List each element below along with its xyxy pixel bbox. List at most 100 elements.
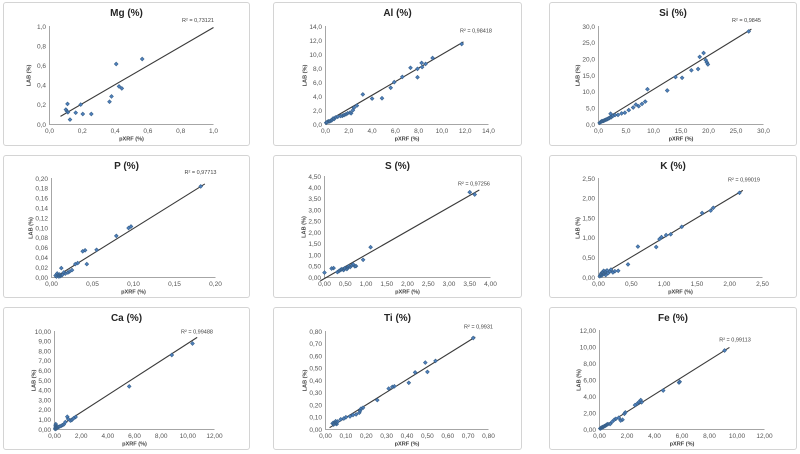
svg-text:1,00: 1,00 — [38, 417, 51, 424]
svg-text:0,4: 0,4 — [111, 128, 120, 135]
svg-text:R² = 0,97713: R² = 0,97713 — [185, 170, 217, 176]
svg-text:4,0: 4,0 — [313, 94, 322, 101]
svg-text:12,00: 12,00 — [206, 433, 223, 440]
svg-text:LAB (%): LAB (%) — [303, 64, 309, 86]
svg-text:8,00: 8,00 — [38, 348, 51, 355]
svg-text:Fe (%): Fe (%) — [658, 313, 688, 324]
svg-text:R² = 0,99488: R² = 0,99488 — [181, 329, 213, 335]
svg-text:K (%): K (%) — [660, 161, 686, 172]
svg-text:4,00: 4,00 — [648, 433, 661, 440]
svg-text:12,0: 12,0 — [309, 38, 322, 45]
svg-text:4,00: 4,00 — [38, 388, 51, 395]
svg-text:4,00: 4,00 — [308, 185, 321, 192]
svg-text:1,50: 1,50 — [582, 215, 595, 222]
svg-text:0,6: 0,6 — [143, 128, 152, 135]
svg-text:1,00: 1,00 — [308, 252, 321, 259]
svg-text:0,6: 0,6 — [37, 63, 46, 70]
svg-text:0,00: 0,00 — [582, 275, 595, 282]
svg-text:5,00: 5,00 — [38, 378, 51, 385]
svg-text:R² = 0,99113: R² = 0,99113 — [719, 337, 751, 343]
svg-text:pXRF (%): pXRF (%) — [395, 290, 420, 296]
svg-text:12,0: 12,0 — [459, 128, 472, 135]
svg-text:5,0: 5,0 — [621, 128, 630, 135]
svg-text:25,0: 25,0 — [730, 128, 743, 135]
svg-text:0,80: 0,80 — [309, 329, 322, 336]
svg-text:pXRF (%): pXRF (%) — [121, 290, 146, 296]
svg-text:R² = 0,98418: R² = 0,98418 — [460, 28, 492, 34]
svg-text:R² = 0,97256: R² = 0,97256 — [458, 182, 490, 188]
svg-text:0,20: 0,20 — [360, 433, 373, 440]
svg-text:R² = 0,99019: R² = 0,99019 — [728, 177, 760, 183]
svg-text:0,00: 0,00 — [38, 427, 51, 434]
svg-text:0,12: 0,12 — [35, 215, 48, 222]
svg-text:R² = 0,73121: R² = 0,73121 — [182, 18, 214, 24]
svg-text:15,0: 15,0 — [582, 73, 595, 80]
svg-text:10,00: 10,00 — [729, 433, 746, 440]
svg-text:1,50: 1,50 — [308, 241, 321, 248]
svg-text:8,0: 8,0 — [414, 128, 423, 135]
svg-text:0,50: 0,50 — [582, 255, 595, 262]
svg-text:4,00: 4,00 — [583, 394, 596, 401]
svg-text:14,0: 14,0 — [309, 24, 322, 31]
svg-text:pXRF (%): pXRF (%) — [668, 290, 693, 296]
svg-text:2,00: 2,00 — [582, 196, 595, 203]
svg-text:0,8: 0,8 — [37, 43, 46, 50]
svg-text:0,70: 0,70 — [462, 433, 475, 440]
svg-text:2,00: 2,00 — [723, 281, 736, 288]
svg-text:2,0: 2,0 — [344, 128, 353, 135]
svg-text:10,00: 10,00 — [580, 344, 597, 351]
svg-text:0,00: 0,00 — [592, 281, 605, 288]
svg-text:Ca (%): Ca (%) — [111, 313, 142, 324]
svg-text:2,50: 2,50 — [582, 176, 595, 183]
svg-text:0,50: 0,50 — [339, 281, 352, 288]
svg-text:0,14: 0,14 — [35, 206, 48, 213]
svg-text:2,00: 2,00 — [583, 410, 596, 417]
svg-text:Ti (%): Ti (%) — [384, 313, 411, 324]
svg-text:LAB (%): LAB (%) — [577, 369, 583, 391]
svg-text:2,50: 2,50 — [422, 281, 435, 288]
svg-text:8,00: 8,00 — [155, 433, 168, 440]
svg-text:3,00: 3,00 — [38, 397, 51, 404]
svg-text:LAB (%): LAB (%) — [576, 217, 582, 239]
svg-text:0,8: 0,8 — [176, 128, 185, 135]
svg-text:10,0: 10,0 — [582, 89, 595, 96]
svg-text:0,00: 0,00 — [45, 281, 58, 288]
svg-text:0,04: 0,04 — [35, 255, 48, 262]
svg-text:0,00: 0,00 — [308, 275, 321, 282]
svg-text:pXRF (%): pXRF (%) — [122, 442, 147, 448]
svg-text:6,0: 6,0 — [391, 128, 400, 135]
svg-text:25,0: 25,0 — [582, 40, 595, 47]
svg-text:1,0: 1,0 — [37, 24, 46, 31]
svg-text:0,30: 0,30 — [380, 433, 393, 440]
svg-text:0,0: 0,0 — [313, 122, 322, 129]
svg-text:1,00: 1,00 — [658, 281, 671, 288]
svg-text:0,30: 0,30 — [309, 390, 322, 397]
svg-text:30,0: 30,0 — [582, 24, 595, 31]
svg-text:0,50: 0,50 — [421, 433, 434, 440]
svg-text:10,00: 10,00 — [35, 329, 52, 336]
svg-text:6,0: 6,0 — [313, 80, 322, 87]
svg-text:pXRF (%): pXRF (%) — [669, 137, 694, 143]
svg-text:0,00: 0,00 — [318, 281, 331, 288]
svg-text:0,10: 0,10 — [340, 433, 353, 440]
svg-text:20,0: 20,0 — [582, 56, 595, 63]
svg-text:4,00: 4,00 — [102, 433, 115, 440]
svg-text:2,0: 2,0 — [313, 108, 322, 115]
svg-text:0,40: 0,40 — [401, 433, 414, 440]
svg-text:P (%): P (%) — [114, 161, 139, 172]
svg-text:0,06: 0,06 — [35, 245, 48, 252]
svg-text:LAB (%): LAB (%) — [27, 64, 33, 86]
svg-text:S (%): S (%) — [385, 161, 410, 172]
svg-text:2,50: 2,50 — [308, 219, 321, 226]
svg-text:30,0: 30,0 — [757, 128, 770, 135]
svg-text:LAB (%): LAB (%) — [302, 216, 308, 238]
svg-text:0,00: 0,00 — [48, 433, 61, 440]
svg-text:0,60: 0,60 — [309, 353, 322, 360]
svg-text:0,4: 0,4 — [37, 83, 46, 90]
svg-text:20,0: 20,0 — [702, 128, 715, 135]
svg-text:pXRF (%): pXRF (%) — [119, 137, 144, 143]
svg-text:0,10: 0,10 — [35, 225, 48, 232]
svg-text:1,00: 1,00 — [582, 235, 595, 242]
svg-text:0,60: 0,60 — [441, 433, 454, 440]
svg-text:12,00: 12,00 — [580, 328, 597, 335]
